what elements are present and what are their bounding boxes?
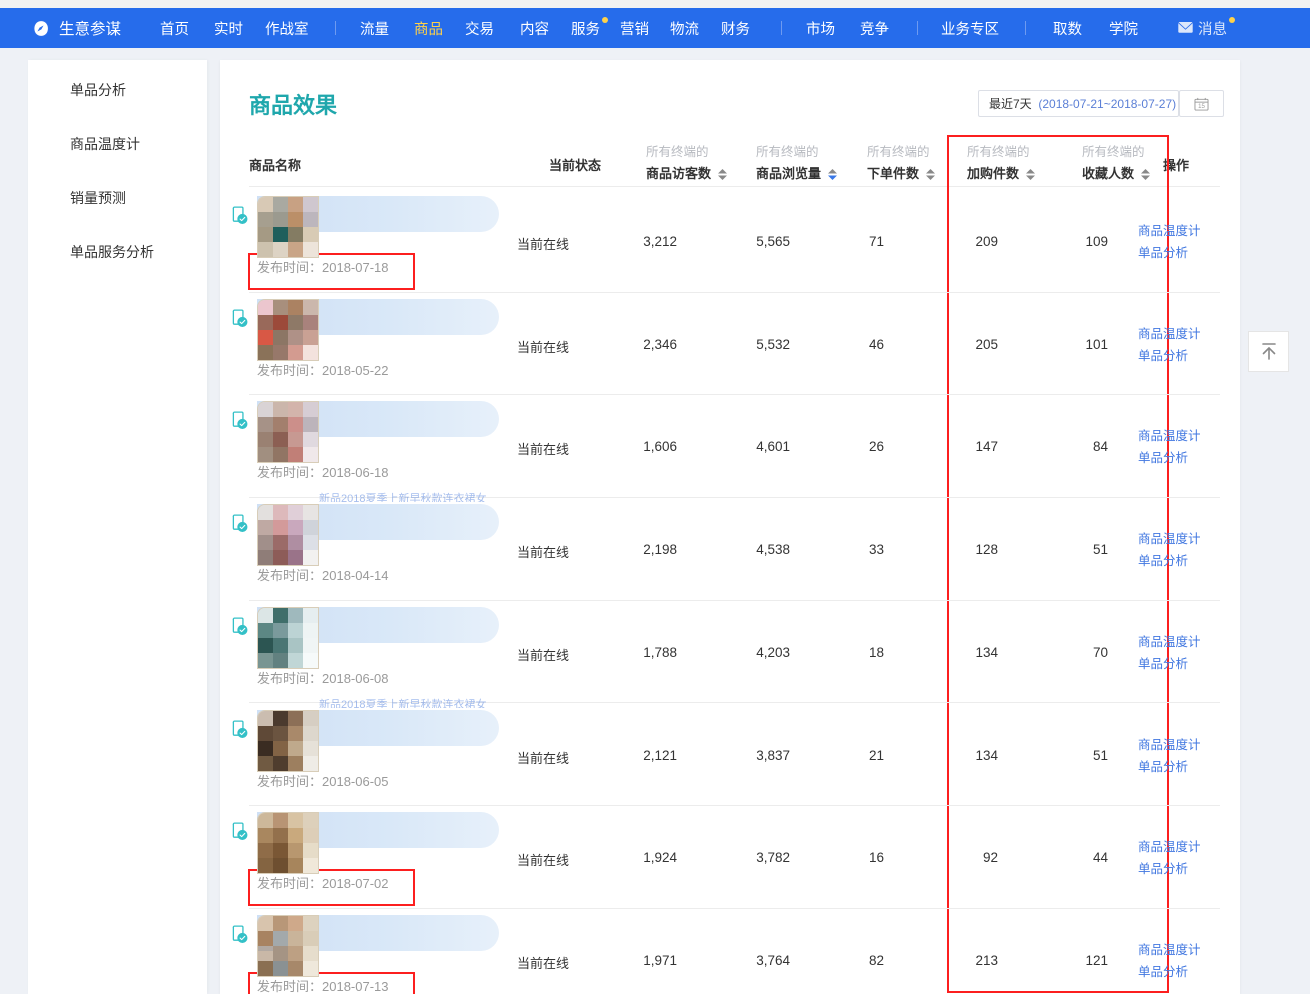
svg-text:15: 15 [1198, 104, 1205, 110]
